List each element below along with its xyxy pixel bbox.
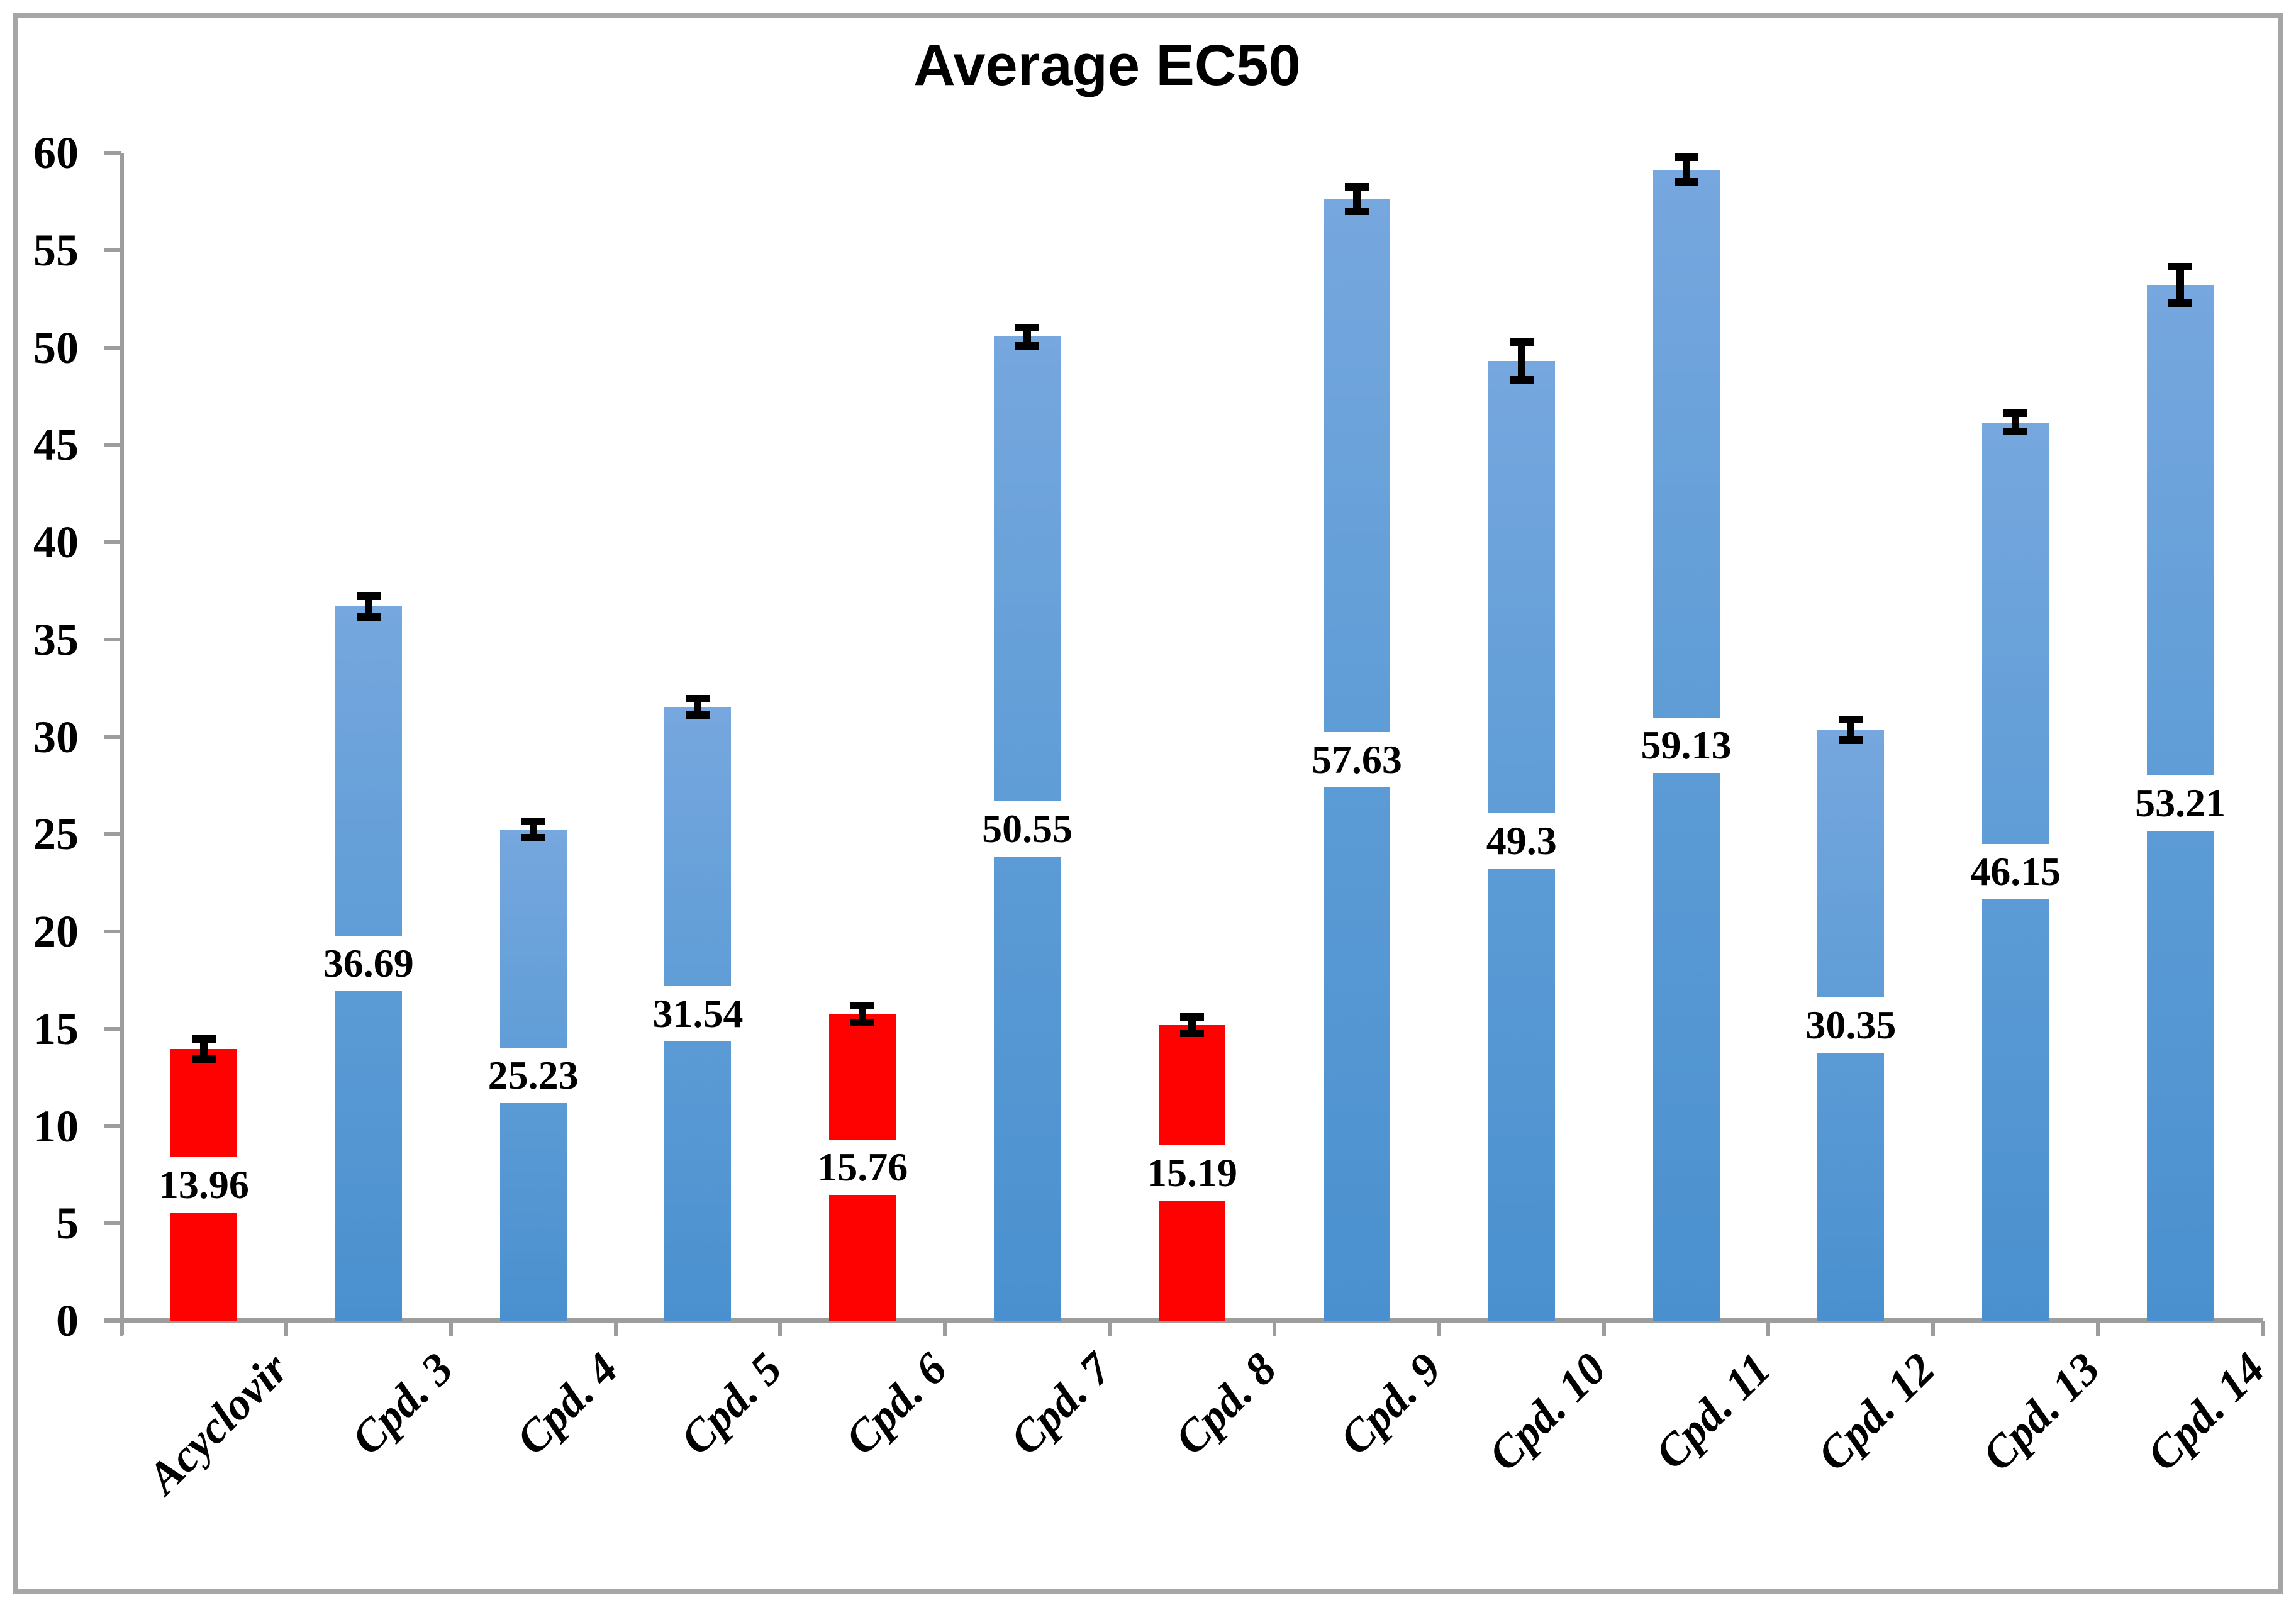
error-bar-cap-bottom [191,1055,216,1063]
bar-value-label: 30.35 [1797,997,1905,1053]
error-bar-stem [859,1008,867,1020]
y-axis-tick [104,637,121,641]
y-axis-tick-label: 15 [33,1003,79,1054]
y-axis-tick-label: 60 [33,128,79,178]
error-bar-cap-top [2168,263,2193,271]
error-bar-cap-top [1180,1013,1204,1021]
x-axis-tick [2261,1321,2265,1336]
y-axis-tick-label: 20 [33,906,79,957]
error-bar-stem [529,823,537,836]
bar-value-label: 59.13 [1632,717,1741,773]
error-bar-stem [364,599,372,614]
x-axis-tick [1108,1321,1112,1336]
y-axis-tick-label: 50 [33,322,79,373]
error-bar-cap-bottom [850,1018,875,1026]
error-bar-cap-top [686,694,710,702]
x-axis-tick [284,1321,288,1336]
y-axis-tick [104,1221,121,1226]
bar-value-label: 15.19 [1138,1145,1246,1201]
y-axis-tick-label: 30 [33,711,79,762]
x-axis-tick [1437,1321,1441,1336]
y-axis-tick [104,1319,121,1323]
error-bar-stem [1517,344,1525,378]
x-axis-tick [1272,1321,1276,1336]
y-axis-tick-label: 10 [33,1101,79,1152]
error-bar-cap-top [1674,153,1698,162]
bar-value-label: 13.96 [149,1157,258,1213]
bar-value-label: 49.3 [1477,813,1566,869]
x-axis-tick [613,1321,618,1336]
y-axis-tick [104,832,121,836]
error-bar-cap-bottom [1509,376,1534,384]
error-bar-cap-bottom [686,711,710,719]
error-bar-cap-bottom [2003,428,2028,436]
error-bar-cap-top [191,1035,216,1043]
y-axis-tick [104,248,121,252]
error-bar-cap-bottom [1674,178,1698,186]
y-axis-tick [104,151,121,155]
y-axis-tick-label: 0 [56,1296,79,1346]
x-axis-tick [1931,1321,1936,1336]
y-axis-tick-label: 5 [56,1198,79,1249]
y-axis-tick [104,735,121,739]
x-axis-tick [778,1321,783,1336]
error-bar-stem [2012,415,2020,430]
error-bar-cap-top [1509,338,1534,346]
bar-value-label: 15.76 [808,1140,917,1196]
y-axis-tick-label: 55 [33,225,79,275]
error-bar-stem [694,701,702,713]
error-bar-cap-top [1015,323,1040,331]
bar-value-label: 46.15 [1961,843,2070,899]
error-bar-stem [1188,1019,1196,1031]
y-axis-tick-label: 45 [33,419,79,470]
chart-title: Average EC50 [913,33,1301,97]
bar-value-label: 36.69 [314,936,423,992]
error-bar-stem [1847,722,1855,738]
y-axis-tick-label: 40 [33,517,79,567]
bar-value-label: 53.21 [2126,775,2235,831]
error-bar-cap-top [356,592,381,601]
error-bar-cap-bottom [1015,342,1040,350]
error-bar-cap-bottom [1344,207,1369,215]
x-axis-tick [120,1321,123,1336]
error-bar-stem [1023,330,1032,344]
x-axis-tick [2096,1321,2100,1336]
error-bar-cap-bottom [356,613,381,621]
bar-value-label: 57.63 [1302,732,1411,788]
x-axis-tick [449,1321,453,1336]
bar-value-label: 31.54 [644,985,752,1041]
y-axis-tick [104,1026,121,1031]
error-bar-cap-top [850,1001,875,1009]
y-axis-tick [104,345,121,350]
y-axis-tick [104,540,121,544]
error-bar-cap-top [521,817,545,825]
y-axis-tick [104,443,121,447]
error-bar-stem [1682,160,1690,180]
error-bar-cap-bottom [1180,1030,1204,1038]
plot-area: 13.96 36.69 25.23 31.54 15.76 50.55 15.19 57.63… [121,153,2263,1321]
x-axis-tick [1766,1321,1771,1336]
error-bar-cap-top [2003,409,2028,417]
error-bar-cap-bottom [521,834,545,842]
error-bar-cap-top [1344,182,1369,191]
bar-value-label: 25.23 [479,1047,588,1103]
bar-value-label: 50.55 [973,801,1082,857]
y-axis-tick-label: 35 [33,614,79,665]
y-axis-line [120,153,124,1335]
y-axis-tick [104,1124,121,1128]
x-axis-tick [943,1321,947,1336]
x-axis-tick [1602,1321,1606,1336]
error-bar-stem [1352,189,1361,209]
y-axis-tick-label: 25 [33,809,79,860]
error-bar-stem [199,1041,208,1057]
error-bar-cap-top [1839,716,1863,724]
error-bar-cap-bottom [1839,736,1863,745]
error-bar-cap-bottom [2168,299,2193,307]
y-axis-tick [104,930,121,933]
error-bar-stem [2176,269,2185,301]
